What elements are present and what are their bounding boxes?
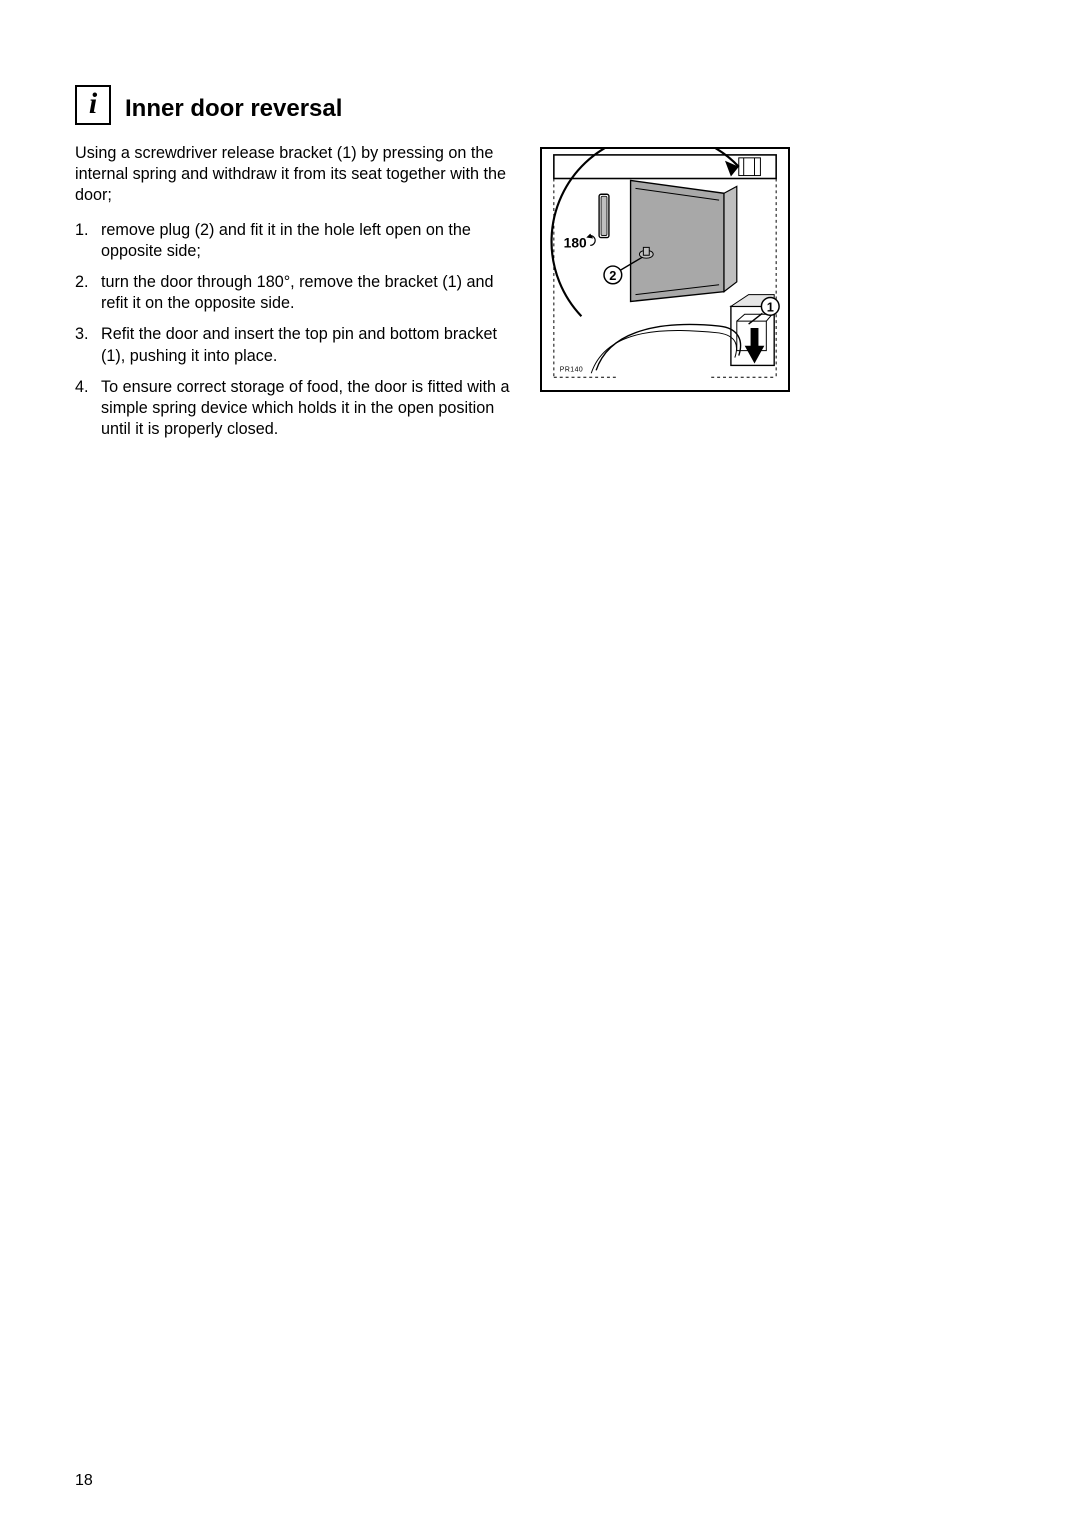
figure-caption: PR140 [560, 366, 583, 373]
document-page: i Inner door reversal Using a screwdrive… [0, 0, 1080, 1528]
list-item: remove plug (2) and fit it in the hole l… [75, 220, 510, 262]
content-row: Using a screwdriver release bracket (1) … [75, 143, 1005, 450]
figure-column: 180 2 [540, 143, 790, 392]
info-icon-glyph: i [89, 89, 97, 119]
rotation-label: 180 [564, 235, 587, 250]
section-heading: i Inner door reversal [75, 85, 1005, 125]
text-column: Using a screwdriver release bracket (1) … [75, 143, 510, 450]
callout-1-label: 1 [767, 299, 774, 314]
heading-title: Inner door reversal [125, 95, 342, 125]
list-item: turn the door through 180°, remove the b… [75, 272, 510, 314]
info-icon: i [75, 85, 111, 125]
list-item: Refit the door and insert the top pin an… [75, 324, 510, 366]
page-number: 18 [75, 1472, 93, 1490]
inner-door [599, 180, 737, 301]
callout-2-label: 2 [609, 268, 616, 283]
intro-paragraph: Using a screwdriver release bracket (1) … [75, 143, 510, 206]
list-item: To ensure correct storage of food, the d… [75, 377, 510, 440]
door-reversal-diagram: 180 2 [542, 149, 788, 390]
steps-list: remove plug (2) and fit it in the hole l… [75, 220, 510, 440]
diagram-figure: 180 2 [540, 147, 790, 392]
